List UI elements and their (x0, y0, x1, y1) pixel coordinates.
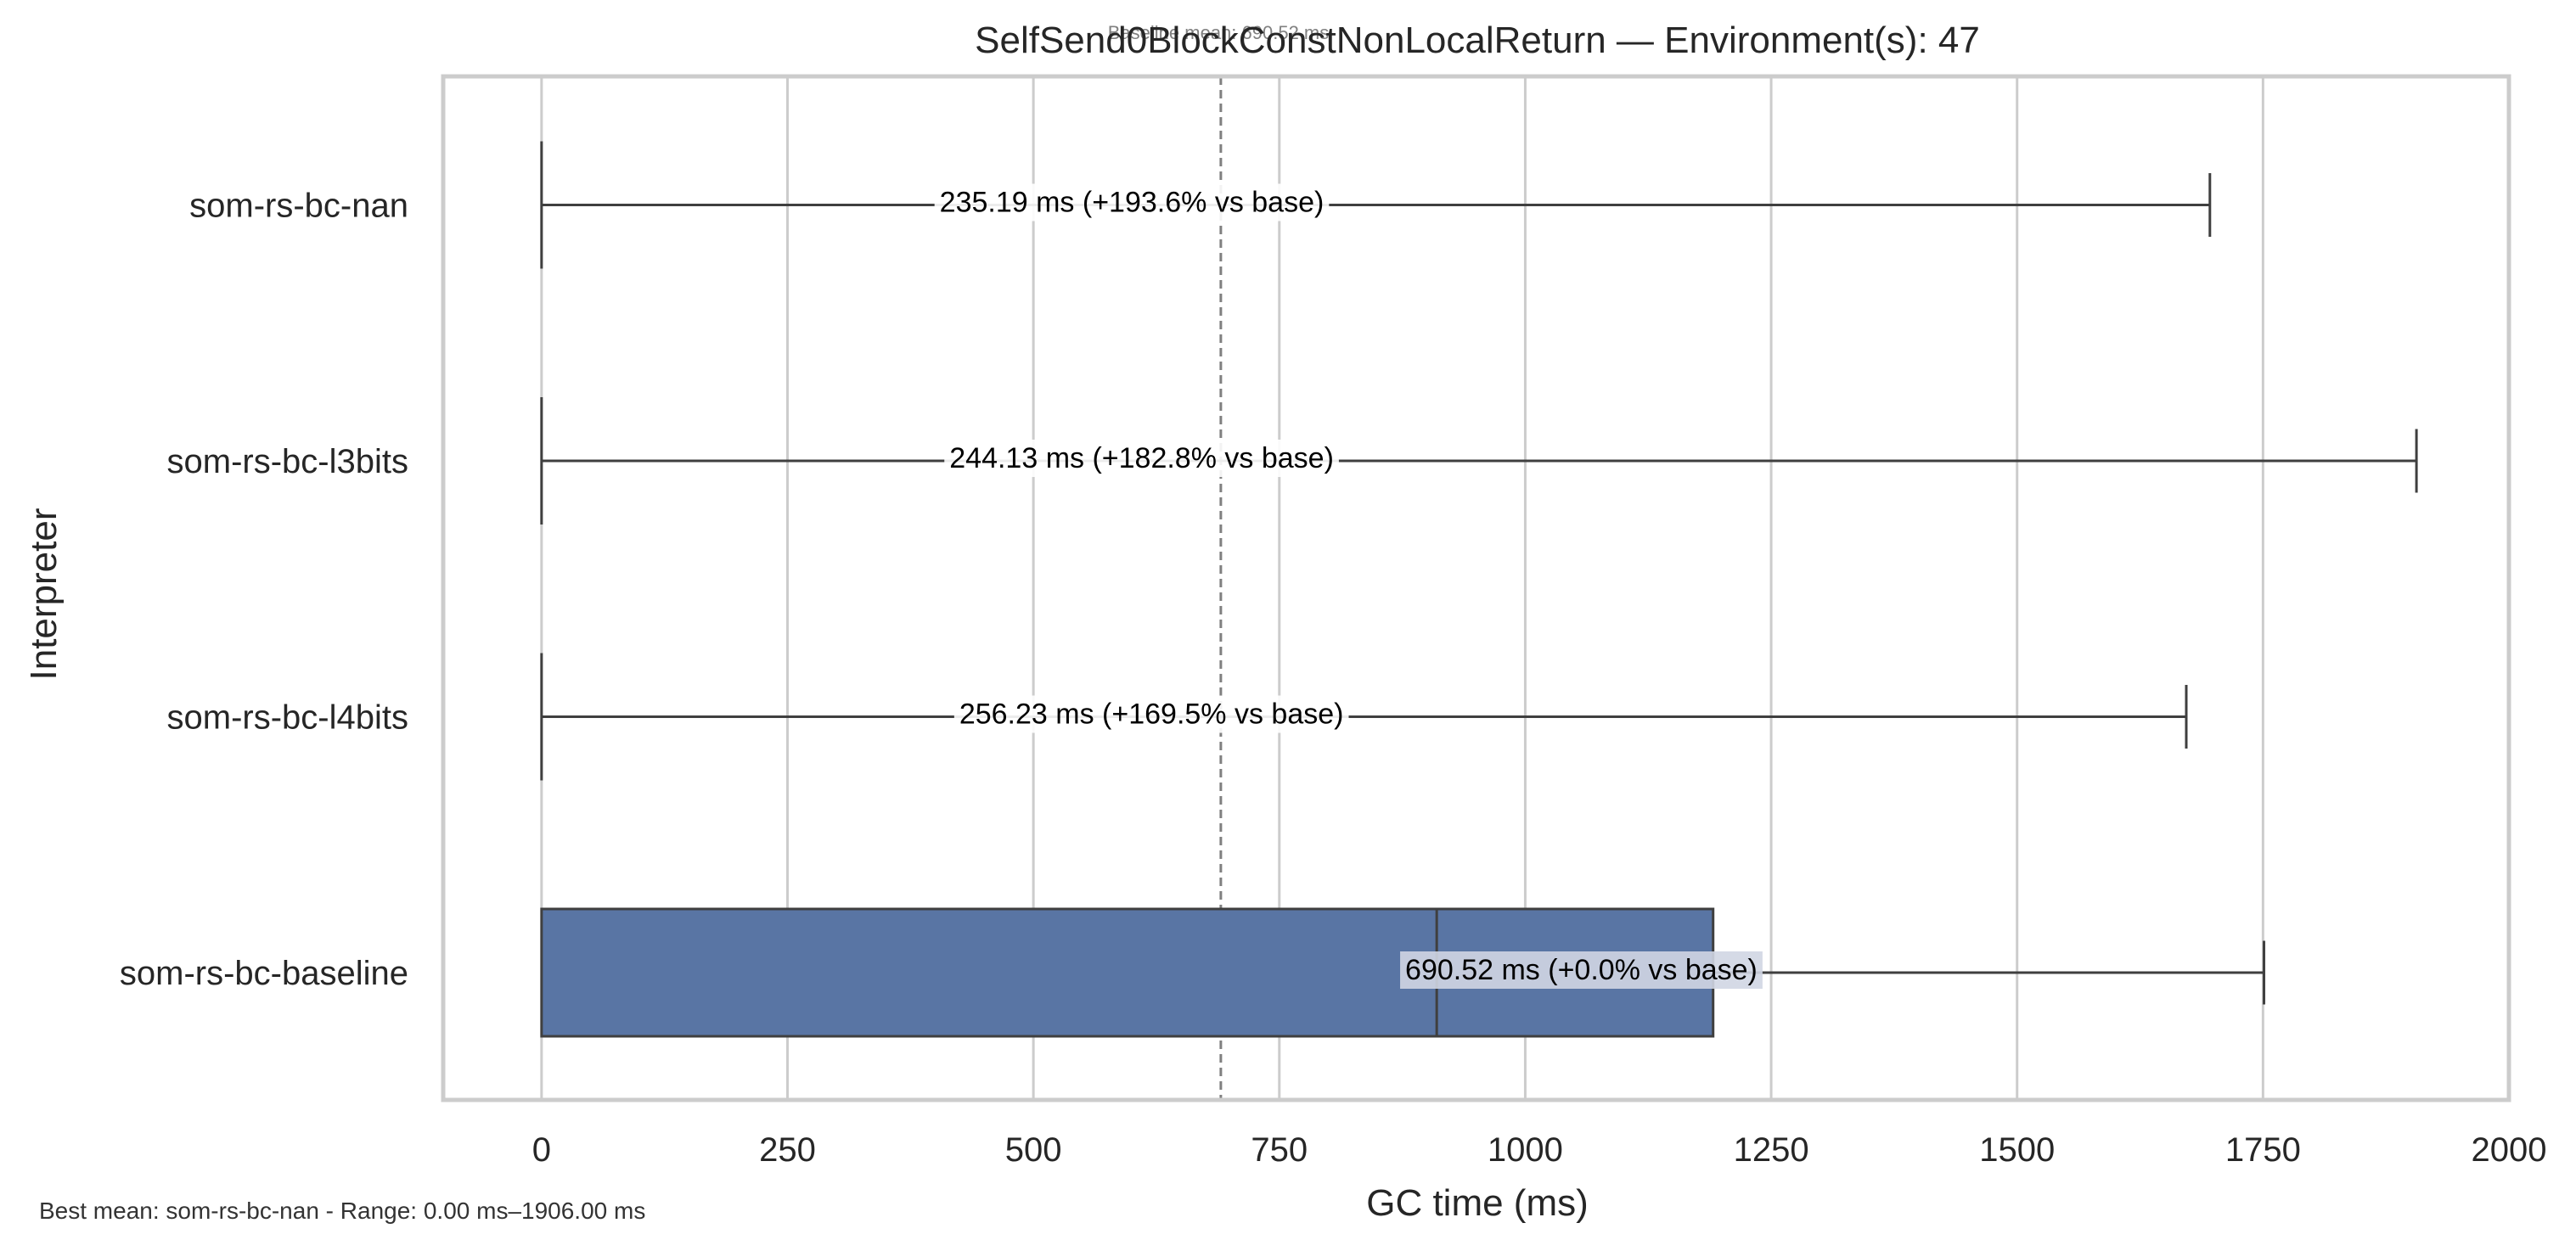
x-tick-label-1000: 1000 (1488, 1131, 1563, 1169)
y-tick-label-som-rs-bc-l4bits: som-rs-bc-l4bits (167, 699, 408, 737)
mean-label-bg-som-rs-bc-baseline (1400, 951, 1763, 989)
x-tick-label-1250: 1250 (1734, 1131, 1809, 1169)
x-tick-label-250: 250 (759, 1131, 816, 1169)
y-tick-label-som-rs-bc-l3bits: som-rs-bc-l3bits (167, 443, 408, 480)
mean-label-text-som-rs-bc-baseline: 690.52 ms (+0.0% vs base) (1405, 954, 1758, 986)
box-layer (540, 141, 2418, 1038)
mean-label-som-rs-bc-baseline: 690.52 ms (+0.0% vs base) (1400, 951, 1763, 989)
y-tick-labels: som-rs-bc-nan som-rs-bc-l3bits som-rs-bc-l… (120, 188, 408, 993)
chart-title: SelfSend0BlockConstNonLocalReturn — Envi… (975, 20, 1980, 61)
footer-note: Best mean: som-rs-bc-nan - Range: 0.00 m… (39, 1198, 645, 1224)
x-tick-label-0: 0 (532, 1131, 551, 1169)
x-axis-label: GC time (ms) (1366, 1182, 1589, 1224)
x-tick-labels: 0 250 500 750 1000 1250 1500 1750 2000 (532, 1131, 2547, 1169)
x-tick-label-500: 500 (1005, 1131, 1062, 1169)
x-tick-label-750: 750 (1251, 1131, 1308, 1169)
box-som-rs-bc-nan (540, 141, 2212, 269)
plot-frame (441, 74, 2511, 1102)
y-tick-label-som-rs-bc-nan: som-rs-bc-nan (189, 188, 408, 225)
mean-label-text-som-rs-bc-l4bits: 256.23 ms (+169.5% vs base) (959, 698, 1344, 731)
mean-label-bg-som-rs-bc-nan (934, 183, 1330, 222)
mean-label-som-rs-bc-nan: 235.19 ms (+193.6% vs base) (934, 183, 1330, 222)
x-tick-label-1500: 1500 (1979, 1131, 2055, 1169)
y-axis-label: Interpreter (23, 508, 65, 681)
box-som-rs-bc-l4bits (540, 653, 2188, 781)
mean-label-bg-som-rs-bc-l3bits (944, 440, 1339, 477)
mean-label-som-rs-bc-l4bits: 256.23 ms (+169.5% vs base) (953, 695, 1349, 733)
x-tick-label-1750: 1750 (2225, 1131, 2301, 1169)
y-tick-label-som-rs-bc-baseline: som-rs-bc-baseline (120, 955, 408, 992)
box-som-rs-bc-l3bits (540, 397, 2418, 525)
box-som-rs-bc-baseline (540, 907, 2266, 1038)
x-tick-label-2000: 2000 (2472, 1131, 2547, 1169)
mean-label-bg-som-rs-bc-l4bits (953, 695, 1349, 733)
baseline-mean-annotation: Baseline mean: 690.52 ms (1108, 22, 1330, 43)
mean-label-text-som-rs-bc-nan: 235.19 ms (+193.6% vs base) (940, 187, 1325, 219)
mean-label-text-som-rs-bc-l3bits: 244.13 ms (+182.8% vs base) (949, 442, 1334, 474)
mean-labels: 235.19 ms (+193.6% vs base) 244.13 ms (+1… (934, 183, 1763, 989)
mean-label-som-rs-bc-l3bits: 244.13 ms (+182.8% vs base) (944, 440, 1339, 477)
